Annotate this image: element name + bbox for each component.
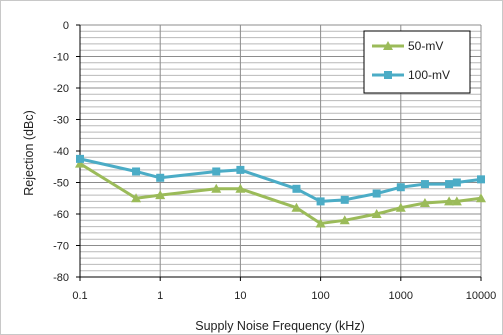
x-tick-label: 1000 <box>389 290 413 302</box>
data-point <box>445 180 454 189</box>
data-point <box>316 197 325 206</box>
x-axis-title: Supply Noise Frequency (kHz) <box>195 319 365 333</box>
legend-box <box>363 30 471 94</box>
x-tick-label: 1 <box>157 290 163 302</box>
series-100-mv <box>76 154 485 206</box>
x-tick-label: 100 <box>311 290 329 302</box>
data-point <box>315 218 326 228</box>
data-point <box>212 167 221 176</box>
y-tick-label: -20 <box>53 83 69 95</box>
series-line <box>79 157 482 203</box>
y-tick-label: -30 <box>53 115 69 127</box>
legend-swatch-marker <box>383 41 393 50</box>
data-point <box>420 180 429 189</box>
data-point <box>155 190 166 200</box>
data-point <box>291 202 302 212</box>
data-point <box>235 183 246 193</box>
x-tick-label: 0.1 <box>72 290 87 302</box>
series-50-mv <box>75 158 486 228</box>
legend-item-50-mv: 50-mV <box>372 39 443 53</box>
data-point <box>451 196 462 206</box>
y-tick-label: -50 <box>53 178 69 190</box>
data-point <box>452 178 461 187</box>
data-point <box>395 202 406 212</box>
legend-label: 50-mV <box>408 39 443 53</box>
data-point <box>476 193 486 203</box>
data-point <box>396 183 405 192</box>
tick-labels: 0 -10 -20 -30 -40 -50 -60 -70 -800.1 1 10 100 1000 10… <box>53 20 496 302</box>
legend-label: 100-mV <box>408 68 450 82</box>
legend-swatch-marker <box>384 71 392 79</box>
x-tick-label: 10000 <box>466 290 497 302</box>
data-point <box>131 193 142 203</box>
data-point <box>75 158 85 168</box>
series-layer <box>75 154 486 228</box>
legend-item-100-mv: 100-mV <box>372 68 450 82</box>
y-tick-label: -60 <box>53 209 69 221</box>
y-tick-label: 0 <box>63 20 69 32</box>
data-point <box>477 175 485 184</box>
data-point <box>156 173 165 182</box>
y-tick-label: -40 <box>53 146 69 158</box>
data-point <box>371 209 382 218</box>
data-point <box>132 167 141 176</box>
data-point <box>339 215 350 225</box>
data-point <box>236 165 245 174</box>
series-line <box>79 162 482 225</box>
data-point <box>211 183 222 193</box>
y-axis-title: Rejection (dBc) <box>22 110 36 195</box>
data-point <box>372 189 381 198</box>
y-tick-label: -80 <box>53 272 69 284</box>
data-point <box>292 184 301 193</box>
data-point <box>419 197 430 207</box>
y-tick-label: -70 <box>53 241 69 253</box>
axes <box>76 24 482 281</box>
y-tick-label: -10 <box>53 52 69 64</box>
data-point <box>340 195 349 204</box>
legend: 50-mV 100-mV <box>363 30 471 94</box>
data-point <box>444 196 455 206</box>
data-point <box>76 154 84 163</box>
x-tick-label: 10 <box>234 290 246 302</box>
